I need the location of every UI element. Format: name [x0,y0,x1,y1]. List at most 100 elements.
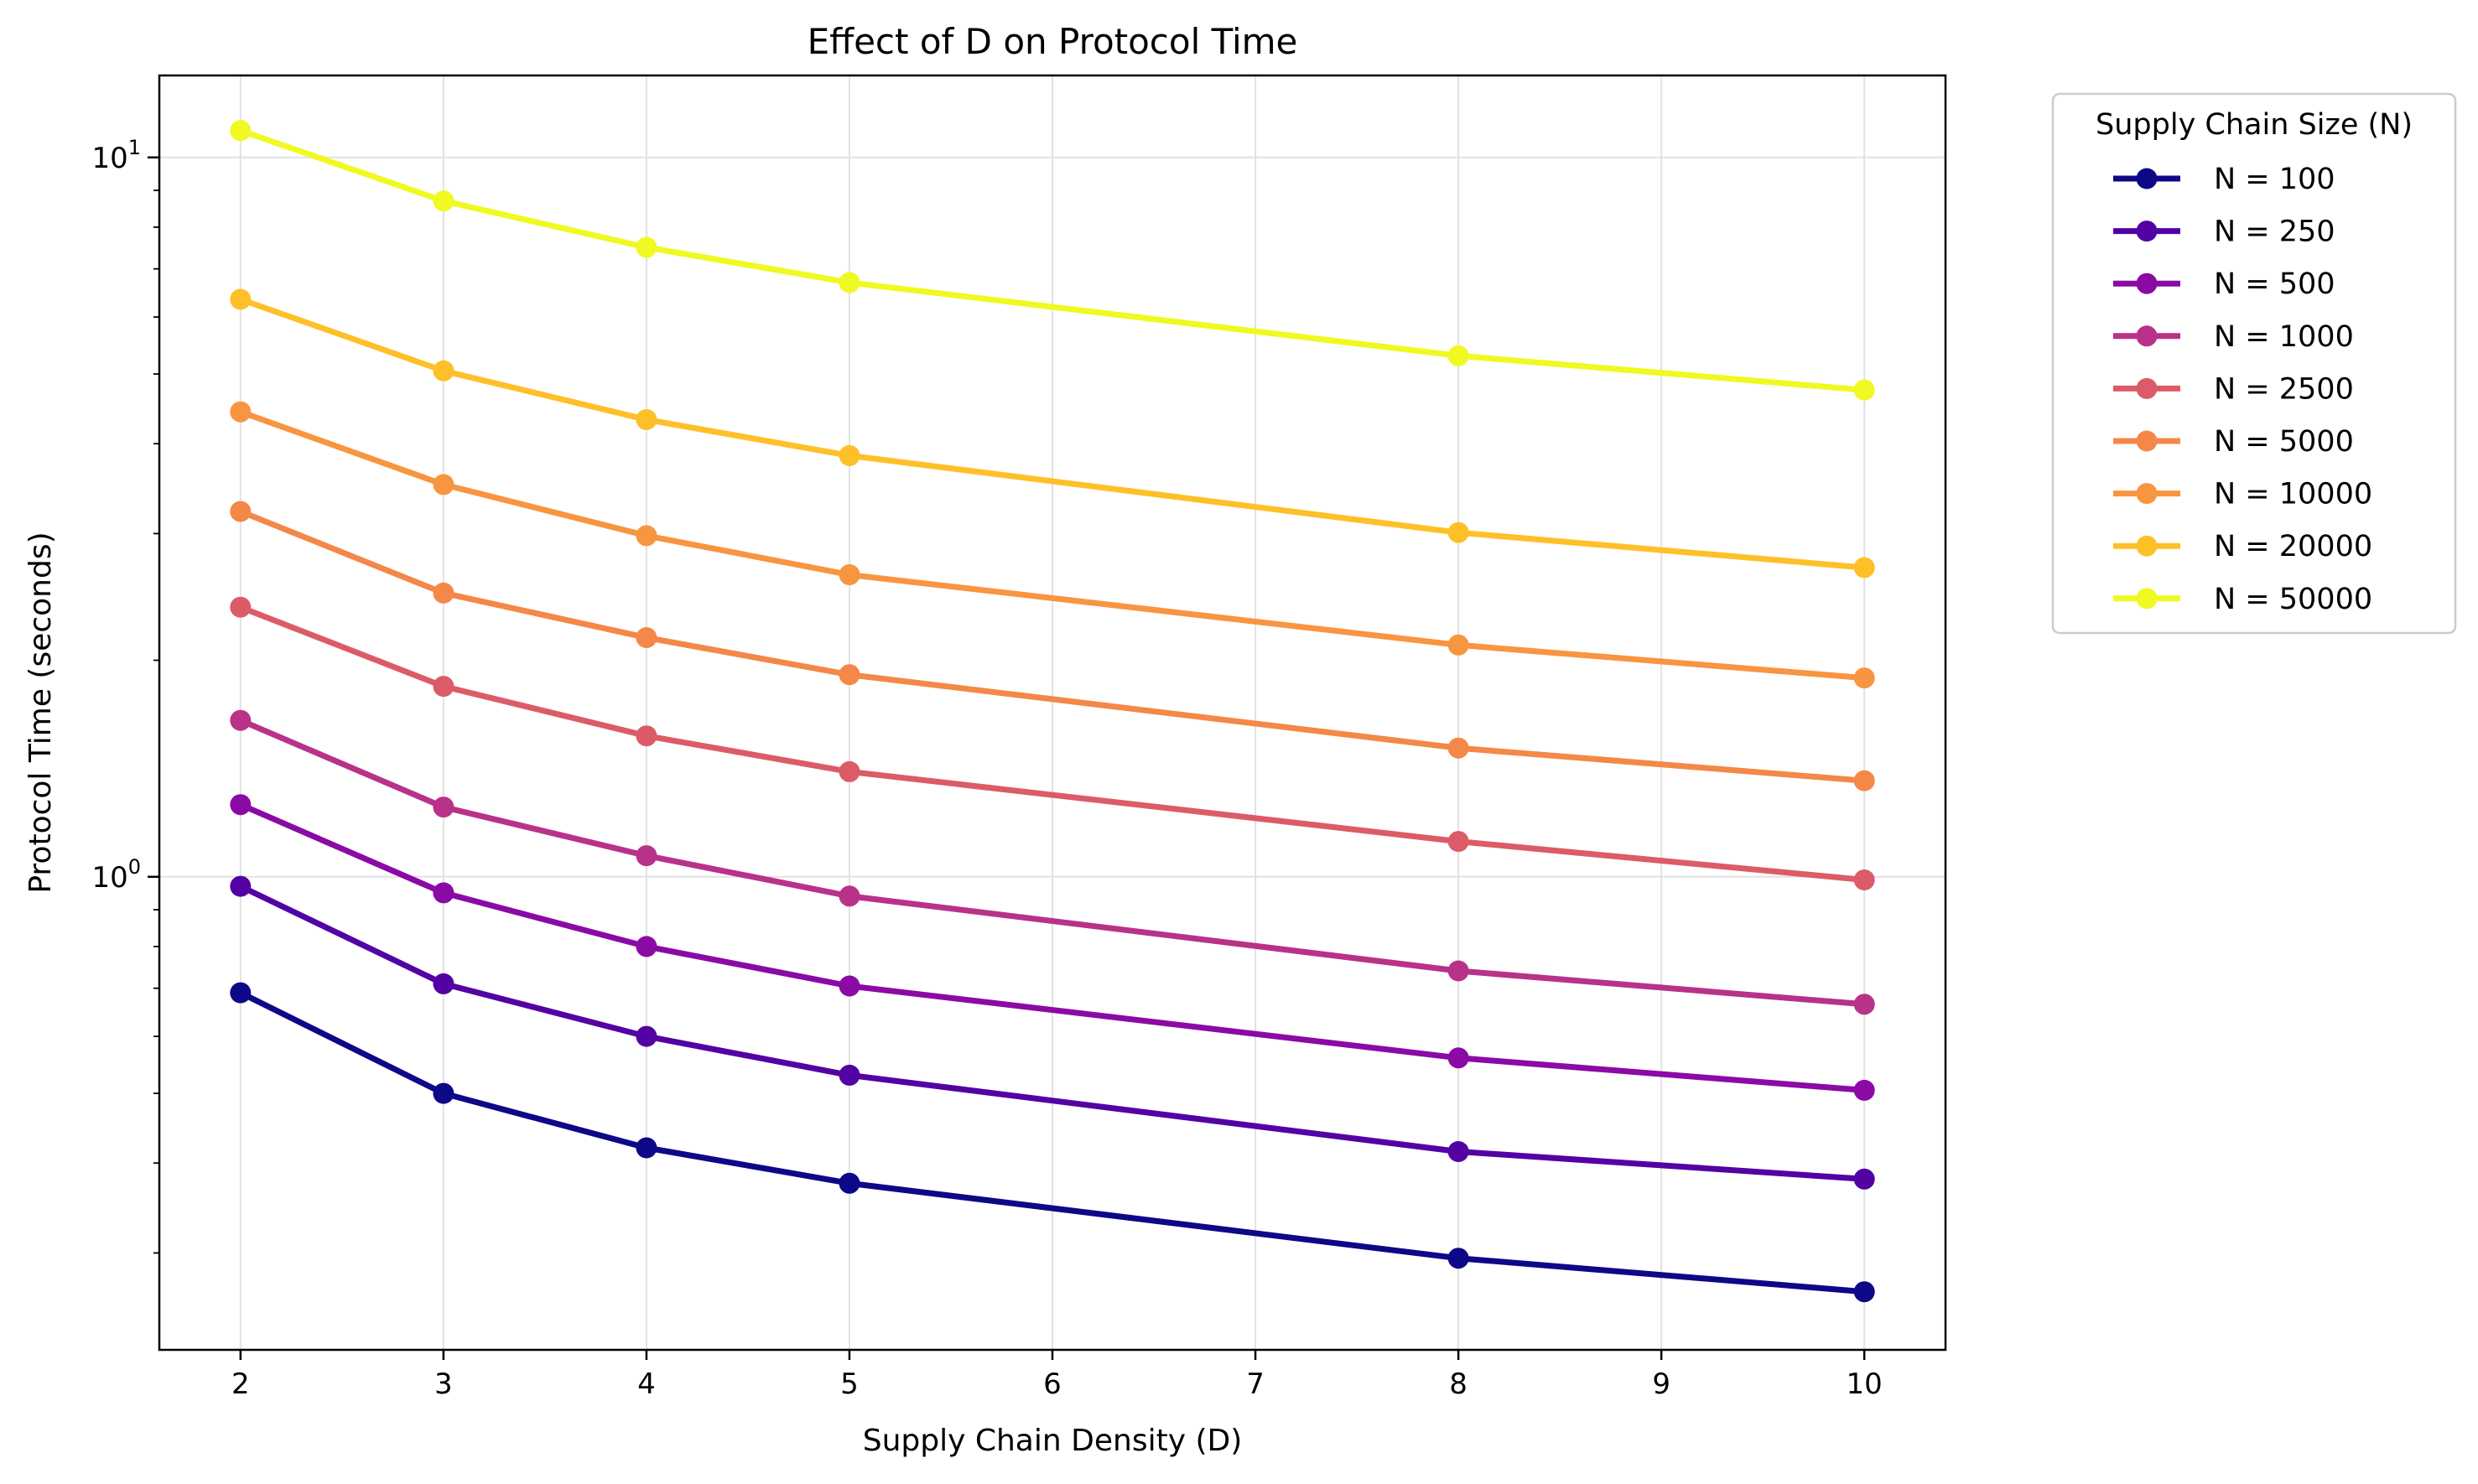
legend-swatch-marker [2136,483,2158,505]
data-point [636,1025,657,1047]
y-tick-label: 100 [91,855,141,895]
data-point [839,885,860,907]
series [230,401,1875,689]
data-point [839,564,860,585]
data-point [433,474,455,496]
data-point [230,120,252,142]
legend-label: N = 50000 [2214,583,2372,616]
legend-label: N = 1000 [2214,320,2354,354]
chart-title: Effect of D on Protocol Time [808,21,1298,62]
x-tick-label: 6 [1043,1367,1062,1401]
data-point [839,444,860,466]
x-tick-label: 8 [1449,1367,1468,1401]
data-point [433,676,455,698]
data-point [839,1064,860,1086]
series [230,794,1875,1101]
legend-item: N = 500 [2113,267,2335,301]
series [230,288,1875,579]
legend-label: N = 10000 [2214,478,2372,511]
data-point [839,1172,860,1194]
data-point [1447,1047,1469,1069]
data-point [636,725,657,747]
data-point [1853,1281,1875,1303]
data-point [636,409,657,430]
series-line [237,127,1868,393]
legend-item: N = 20000 [2113,530,2372,563]
data-point [433,190,455,212]
x-axis: 2 3 4 5 6 7 8 9 10 [231,1350,1883,1401]
y-tick-label: 101 [91,136,141,175]
data-point [1853,770,1875,791]
data-point [1853,1079,1875,1101]
x-tick-label: 9 [1652,1367,1670,1401]
series-layer [230,120,1875,1303]
data-point [1853,1168,1875,1190]
legend-label: N = 500 [2214,267,2335,301]
series [230,596,1875,890]
x-tick-label: 10 [1847,1367,1883,1401]
data-point [1447,1141,1469,1162]
data-point [230,875,252,897]
x-axis-label: Supply Chain Density (D) [863,1424,1243,1458]
legend-label: N = 2500 [2214,372,2354,406]
y-axis: 100 101 [91,136,159,1254]
series [230,120,1875,401]
x-tick-label: 3 [434,1367,453,1401]
legend-item: N = 5000 [2113,425,2354,459]
legend-item: N = 10000 [2113,478,2372,511]
legend-swatch-marker [2136,588,2158,610]
series-line [237,989,1868,1295]
x-tick-label: 5 [840,1367,859,1401]
series-line [237,296,1868,571]
data-point [636,845,657,867]
x-tick-label: 7 [1246,1367,1265,1401]
legend-item: N = 100 [2113,163,2335,196]
legend-swatch-marker [2136,168,2158,189]
data-point [1447,634,1469,656]
data-point [839,760,860,782]
legend-swatch-marker [2136,325,2158,347]
data-point [230,288,252,310]
data-point [636,236,657,258]
data-point [433,360,455,381]
legend-swatch-marker [2136,272,2158,294]
legend-label: N = 100 [2214,163,2335,196]
legend-swatch-marker [2136,535,2158,557]
data-point [230,982,252,1004]
legend-swatch-marker [2136,377,2158,399]
data-point [1853,869,1875,890]
data-point [433,796,455,818]
series [230,875,1875,1190]
data-point [1853,379,1875,401]
data-point [230,401,252,423]
data-point [230,596,252,618]
legend-items: N = 100 N = 250 N = 500 N = 1000 N = 2500 N =… [2113,163,2372,616]
data-point [1447,521,1469,543]
series-line [237,604,1868,883]
series-line [237,802,1868,1093]
series-line [237,883,1868,1182]
data-point [636,627,657,648]
data-point [636,936,657,957]
data-point [636,525,657,547]
data-point [1853,667,1875,689]
legend-swatch-marker [2136,221,2158,242]
data-point [1447,831,1469,853]
series [230,982,1875,1303]
legend-item: N = 1000 [2113,320,2354,354]
data-point [1447,737,1469,759]
series-line [237,717,1868,1008]
data-point [1447,345,1469,366]
data-point [1447,1248,1469,1269]
series-line [237,408,1868,682]
data-point [433,582,455,604]
grid-layer [159,75,1946,1350]
data-point [839,664,860,686]
data-point [636,1137,657,1159]
data-point [433,1082,455,1104]
data-point [1447,960,1469,982]
data-point [839,975,860,997]
data-point [839,272,860,293]
